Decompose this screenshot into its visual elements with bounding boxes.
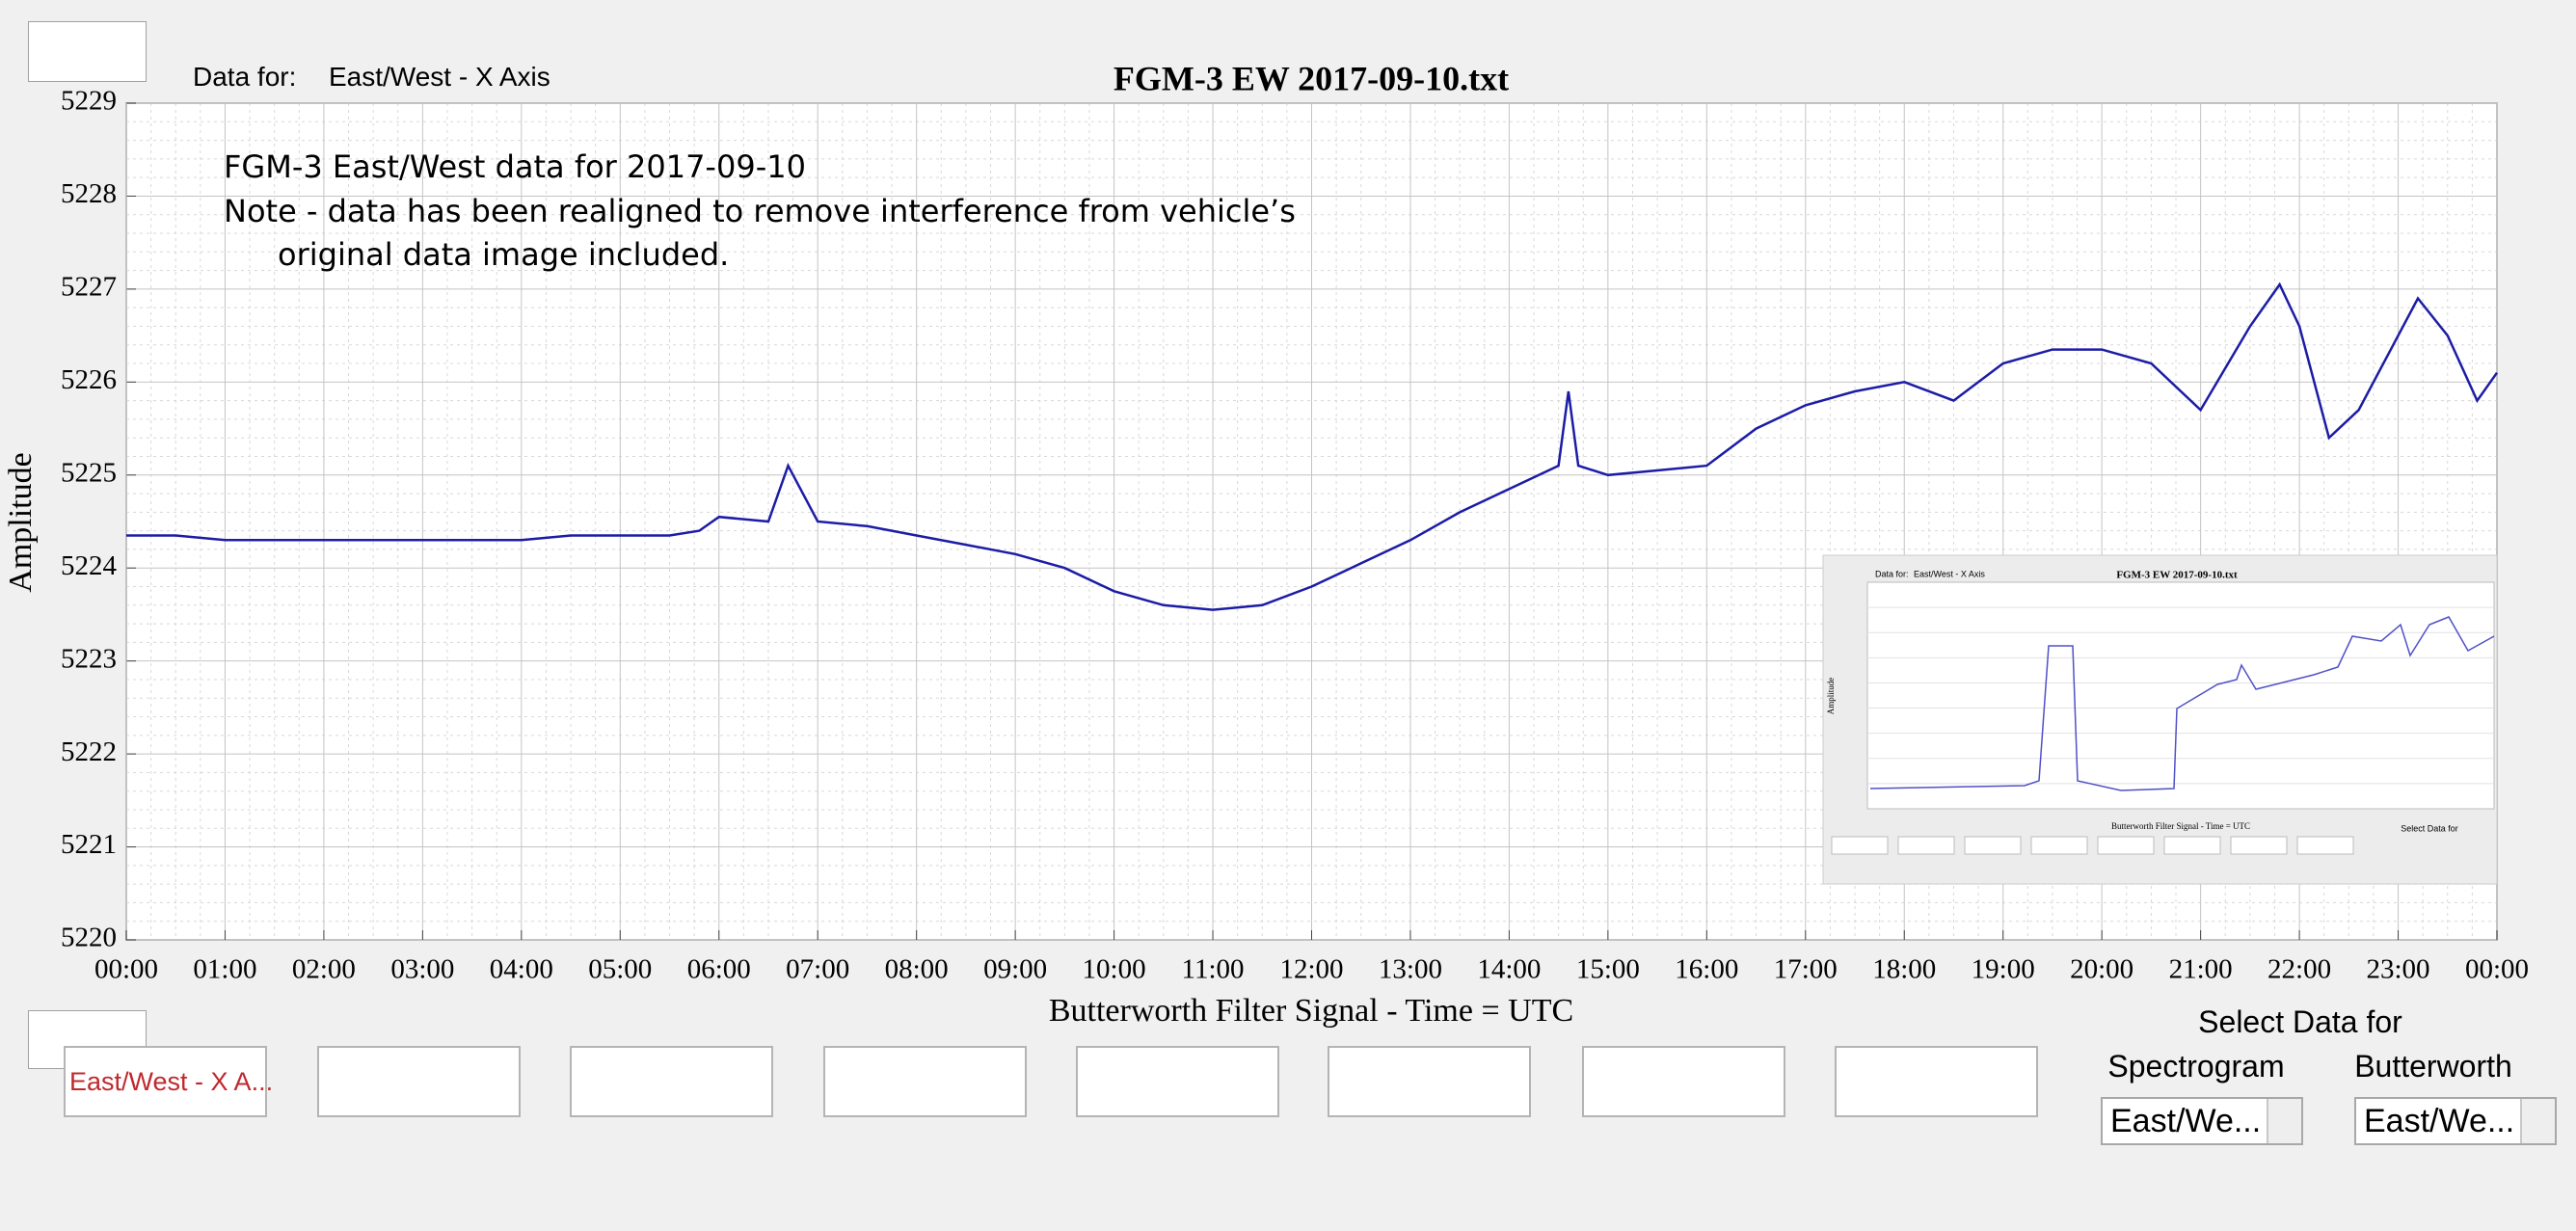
chart-title: FGM-3 EW 2017-09-10.txt bbox=[1114, 59, 1509, 97]
y-tick-label: 5223 bbox=[61, 643, 117, 674]
y-tick-label: 5225 bbox=[61, 457, 117, 488]
spectrogram-dropdown[interactable]: East/We... bbox=[2101, 1097, 2303, 1145]
x-tick-label: 18:00 bbox=[1872, 954, 1936, 985]
y-tick-label: 5227 bbox=[61, 272, 117, 303]
button[interactable] bbox=[1582, 1046, 1785, 1117]
annotation: Note - data has been realigned to remove… bbox=[224, 193, 1296, 229]
data-line bbox=[126, 281, 2499, 611]
inset-text: Data for: bbox=[1875, 569, 1909, 578]
x-tick-label: 11:00 bbox=[1182, 954, 1245, 985]
x-tick-label: 15:00 bbox=[1576, 954, 1640, 985]
x-tick-label: 19:00 bbox=[1972, 954, 2035, 985]
dropdown-arrow[interactable] bbox=[2267, 1099, 2301, 1143]
button[interactable] bbox=[823, 1046, 1027, 1117]
inset-text: FGM-3 EW 2017-09-10.txt bbox=[2116, 570, 2238, 581]
y-axis-label: Amplitude bbox=[3, 452, 39, 592]
x-tick-label: 22:00 bbox=[2267, 954, 2331, 985]
button[interactable] bbox=[1835, 1046, 2038, 1117]
x-tick-label: 14:00 bbox=[1477, 954, 1541, 985]
inset-button bbox=[2296, 836, 2354, 855]
inset-button bbox=[1831, 836, 1889, 855]
inset-line bbox=[1869, 616, 2495, 791]
x-tick-label: 02:00 bbox=[292, 954, 356, 985]
select-title: Select Data for bbox=[2198, 1004, 2402, 1039]
x-tick-label: 00:00 bbox=[2465, 954, 2529, 985]
inset-plot bbox=[1866, 581, 2495, 810]
x-tick-label: 20:00 bbox=[2070, 954, 2133, 985]
button[interactable]: East/West - X A... bbox=[64, 1046, 274, 1117]
x-tick-label: 05:00 bbox=[588, 954, 652, 985]
x-tick-label: 01:00 bbox=[193, 954, 256, 985]
x-tick-label: 23:00 bbox=[2367, 954, 2430, 985]
x-tick-label: 16:00 bbox=[1675, 954, 1738, 985]
text-box[interactable] bbox=[28, 21, 147, 82]
button[interactable] bbox=[317, 1046, 521, 1117]
x-tick-label: 04:00 bbox=[490, 954, 553, 985]
button[interactable] bbox=[1328, 1046, 1531, 1117]
inset-button bbox=[2163, 836, 2221, 855]
data-for-label: Data for: bbox=[193, 62, 297, 92]
y-tick-label: 5226 bbox=[61, 364, 117, 395]
inset-text: Select Data for bbox=[2401, 823, 2458, 833]
butterworth-label: Butterworth bbox=[2354, 1049, 2512, 1084]
butterworth-dropdown[interactable]: East/We... bbox=[2354, 1097, 2557, 1145]
x-tick-label: 10:00 bbox=[1083, 954, 1146, 985]
x-tick-label: 08:00 bbox=[885, 954, 949, 985]
dropdown-value: East/We... bbox=[2364, 1103, 2515, 1139]
x-tick-label: 00:00 bbox=[94, 954, 158, 985]
y-tick-label: 5224 bbox=[61, 550, 118, 581]
inset-button bbox=[1964, 836, 2022, 855]
x-tick-label: 07:00 bbox=[786, 954, 849, 985]
y-tick-label: 5220 bbox=[61, 923, 117, 953]
button-label: East/West - X A... bbox=[69, 1067, 274, 1096]
x-tick-label: 12:00 bbox=[1279, 954, 1343, 985]
inset-button bbox=[2030, 836, 2088, 855]
x-tick-label: 17:00 bbox=[1774, 954, 1838, 985]
button[interactable] bbox=[570, 1046, 773, 1117]
spectrogram-label: Spectrogram bbox=[2107, 1049, 2285, 1084]
x-axis-label: Butterworth Filter Signal - Time = UTC bbox=[1049, 993, 1573, 1029]
y-tick-label: 5229 bbox=[61, 86, 117, 117]
inset-text: Amplitude bbox=[1826, 678, 1836, 715]
x-tick-label: 13:00 bbox=[1379, 954, 1442, 985]
x-tick-label: 06:00 bbox=[687, 954, 751, 985]
inset-text: Butterworth Filter Signal - Time = UTC bbox=[2111, 821, 2250, 831]
x-tick-label: 21:00 bbox=[2169, 954, 2233, 985]
data-for-value: East/West - X Axis bbox=[329, 62, 550, 92]
inset-button bbox=[2097, 836, 2155, 855]
inset-button bbox=[1897, 836, 1955, 855]
y-tick-label: 5222 bbox=[61, 736, 117, 767]
dropdown-arrow[interactable] bbox=[2520, 1099, 2555, 1143]
x-tick-label: 09:00 bbox=[983, 954, 1047, 985]
inset-image: Data for: East/West - X Axis FGM-3 EW 2017… bbox=[1822, 554, 2498, 885]
button[interactable] bbox=[1076, 1046, 1279, 1117]
annotation: FGM-3 East/West data for 2017-09-10 bbox=[224, 148, 806, 185]
inset-text: East/West - X Axis bbox=[1914, 569, 1985, 578]
annotation: original data image included. bbox=[278, 236, 729, 273]
x-tick-label: 03:00 bbox=[390, 954, 454, 985]
dropdown-value: East/We... bbox=[2110, 1103, 2262, 1139]
inset-button bbox=[2230, 836, 2288, 855]
y-tick-label: 5228 bbox=[61, 178, 117, 209]
y-tick-label: 5221 bbox=[61, 829, 117, 860]
